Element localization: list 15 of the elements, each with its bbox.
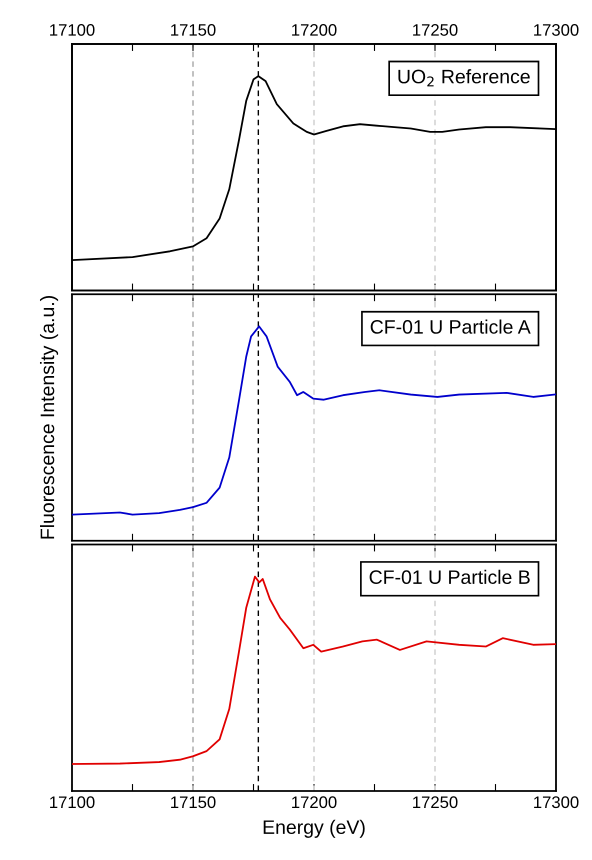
text: CF-01 U Particle B	[370, 570, 530, 584]
x2-tick-label: 17300	[534, 24, 579, 36]
x2-tick-label: 17250	[413, 24, 458, 36]
x2-tick-label: 17200	[292, 24, 337, 36]
x-tick-label: 17300	[534, 796, 579, 808]
text: CF-01 U Particle A	[370, 320, 531, 334]
x-tick-label: 17150	[171, 796, 216, 808]
y-axis-title: Fluorescence Intensity (a.u.)	[40, 296, 58, 539]
x2-tick-label: 17150	[171, 24, 216, 36]
text: UO$_{2}$ Reference	[398, 69, 530, 86]
x-axis-title: Energy (eV)	[264, 820, 365, 838]
x-tick-label: 17100	[50, 796, 95, 808]
x2-tick-label: 17100	[50, 24, 95, 36]
x-tick-label: 17250	[413, 796, 458, 808]
x-tick-label: 17200	[292, 796, 337, 808]
